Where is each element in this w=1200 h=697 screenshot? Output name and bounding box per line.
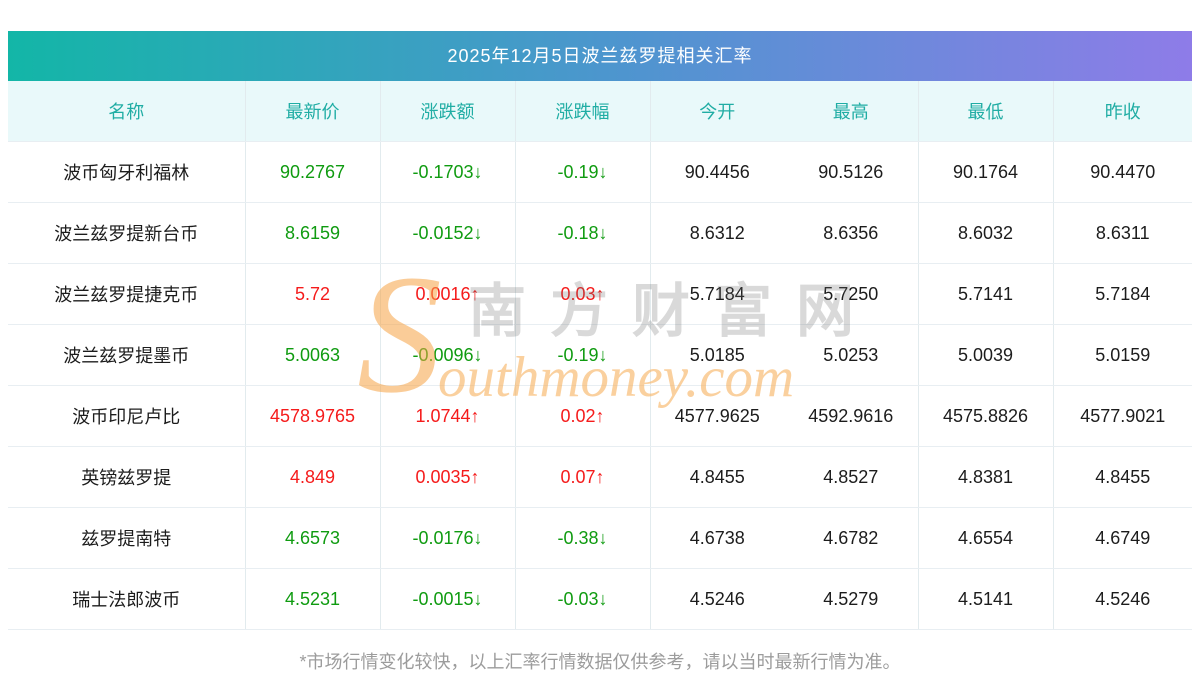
col-header-prev-close: 昨收 xyxy=(1053,81,1192,142)
disclaimer-text: *市场行情变化较快，以上汇率行情数据仅供参考，请以当时最新行情为准。 xyxy=(299,652,901,672)
table-row: 英镑兹罗提 4.849 0.0035↑ 0.07↑ 4.8455 4.8527 … xyxy=(8,446,1192,508)
cell-low: 4.6554 xyxy=(918,507,1054,569)
cell-name: 兹罗提南特 xyxy=(8,507,246,569)
cell-open: 5.0185 xyxy=(650,324,784,386)
cell-open: 5.7184 xyxy=(650,263,784,325)
cell-low: 4.8381 xyxy=(918,446,1054,508)
table-title: 2025年12月5日波兰兹罗提相关汇率 xyxy=(8,31,1192,81)
cell-prev-close: 5.0159 xyxy=(1053,324,1192,386)
cell-low: 90.1764 xyxy=(918,141,1054,203)
table-row: 波兰兹罗提捷克币 5.72 0.0016↑ 0.03↑ 5.7184 5.725… xyxy=(8,263,1192,325)
cell-open: 4.5246 xyxy=(650,568,784,630)
cell-prev-close: 4.8455 xyxy=(1053,446,1192,508)
cell-latest-price: 4.6573 xyxy=(245,507,381,569)
col-header-high: 最高 xyxy=(784,81,919,142)
cell-low: 5.0039 xyxy=(918,324,1054,386)
cell-high: 8.6356 xyxy=(784,202,919,264)
cell-change-percent: 0.03↑ xyxy=(515,263,651,325)
cell-change-amount: -0.0176↓ xyxy=(380,507,516,569)
cell-change-percent: -0.18↓ xyxy=(515,202,651,264)
cell-name: 瑞士法郎波币 xyxy=(8,568,246,630)
table-row: 波兰兹罗提新台币 8.6159 -0.0152↓ -0.18↓ 8.6312 8… xyxy=(8,202,1192,264)
cell-change-amount: -0.0152↓ xyxy=(380,202,516,264)
cell-open: 8.6312 xyxy=(650,202,784,264)
cell-latest-price: 4.849 xyxy=(245,446,381,508)
cell-prev-close: 4.6749 xyxy=(1053,507,1192,569)
table-header-row: 名称 最新价 涨跌额 涨跌幅 今开 最高 最低 昨收 xyxy=(8,81,1192,142)
table-row: 瑞士法郎波币 4.5231 -0.0015↓ -0.03↓ 4.5246 4.5… xyxy=(8,568,1192,630)
cell-high: 4.5279 xyxy=(784,568,919,630)
col-header-change: 涨跌额 xyxy=(380,81,516,142)
cell-change-amount: 1.0744↑ xyxy=(380,385,516,447)
cell-change-amount: -0.0096↓ xyxy=(380,324,516,386)
cell-high: 5.7250 xyxy=(784,263,919,325)
cell-low: 8.6032 xyxy=(918,202,1054,264)
cell-change-percent: -0.38↓ xyxy=(515,507,651,569)
cell-change-percent: -0.19↓ xyxy=(515,141,651,203)
col-header-change-pct: 涨跌幅 xyxy=(515,81,651,142)
cell-high: 4.6782 xyxy=(784,507,919,569)
cell-latest-price: 4578.9765 xyxy=(245,385,381,447)
cell-latest-price: 5.72 xyxy=(245,263,381,325)
cell-open: 4.8455 xyxy=(650,446,784,508)
cell-prev-close: 90.4470 xyxy=(1053,141,1192,203)
cell-change-percent: -0.19↓ xyxy=(515,324,651,386)
cell-latest-price: 90.2767 xyxy=(245,141,381,203)
rates-table: 名称 最新价 涨跌额 涨跌幅 今开 最高 最低 昨收 波币匈牙利福林 90.27… xyxy=(8,81,1192,630)
cell-high: 4.8527 xyxy=(784,446,919,508)
cell-change-amount: -0.1703↓ xyxy=(380,141,516,203)
table-row: 兹罗提南特 4.6573 -0.0176↓ -0.38↓ 4.6738 4.67… xyxy=(8,507,1192,569)
cell-change-amount: 0.0016↑ xyxy=(380,263,516,325)
col-header-low: 最低 xyxy=(918,81,1054,142)
cell-prev-close: 5.7184 xyxy=(1053,263,1192,325)
cell-name: 波兰兹罗提墨币 xyxy=(8,324,246,386)
cell-low: 4.5141 xyxy=(918,568,1054,630)
cell-change-amount: 0.0035↑ xyxy=(380,446,516,508)
cell-name: 英镑兹罗提 xyxy=(8,446,246,508)
table-row: 波币匈牙利福林 90.2767 -0.1703↓ -0.19↓ 90.4456 … xyxy=(8,141,1192,203)
cell-prev-close: 8.6311 xyxy=(1053,202,1192,264)
cell-name: 波币匈牙利福林 xyxy=(8,141,246,203)
col-header-name: 名称 xyxy=(8,81,246,142)
cell-high: 4592.9616 xyxy=(784,385,919,447)
cell-change-amount: -0.0015↓ xyxy=(380,568,516,630)
table-row: 波币印尼卢比 4578.9765 1.0744↑ 0.02↑ 4577.9625… xyxy=(8,385,1192,447)
cell-change-percent: 0.02↑ xyxy=(515,385,651,447)
cell-prev-close: 4.5246 xyxy=(1053,568,1192,630)
cell-low: 4575.8826 xyxy=(918,385,1054,447)
table-row: 波兰兹罗提墨币 5.0063 -0.0096↓ -0.19↓ 5.0185 5.… xyxy=(8,324,1192,386)
col-header-open: 今开 xyxy=(650,81,784,142)
cell-open: 4.6738 xyxy=(650,507,784,569)
cell-high: 90.5126 xyxy=(784,141,919,203)
cell-open: 90.4456 xyxy=(650,141,784,203)
cell-latest-price: 4.5231 xyxy=(245,568,381,630)
cell-change-percent: -0.03↓ xyxy=(515,568,651,630)
cell-latest-price: 8.6159 xyxy=(245,202,381,264)
cell-latest-price: 5.0063 xyxy=(245,324,381,386)
cell-name: 波兰兹罗提新台币 xyxy=(8,202,246,264)
cell-name: 波兰兹罗提捷克币 xyxy=(8,263,246,325)
cell-change-percent: 0.07↑ xyxy=(515,446,651,508)
exchange-rate-table: 2025年12月5日波兰兹罗提相关汇率 名称 最新价 涨跌额 涨跌幅 今开 最高… xyxy=(8,31,1192,630)
col-header-latest: 最新价 xyxy=(245,81,381,142)
cell-prev-close: 4577.9021 xyxy=(1053,385,1192,447)
cell-low: 5.7141 xyxy=(918,263,1054,325)
cell-open: 4577.9625 xyxy=(650,385,784,447)
cell-high: 5.0253 xyxy=(784,324,919,386)
cell-name: 波币印尼卢比 xyxy=(8,385,246,447)
